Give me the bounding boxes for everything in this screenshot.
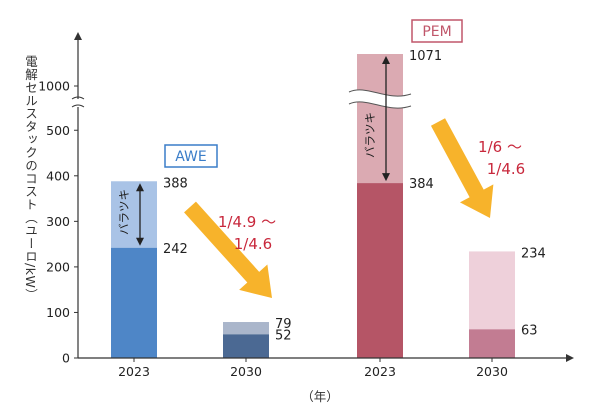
bar-range-awe-2023 [111, 181, 157, 248]
axis-break-gap [72, 99, 84, 107]
axis-break-mark [71, 96, 85, 100]
variation-label: バラツキ [117, 189, 131, 235]
x-axis-unit-label: （年） [301, 389, 339, 404]
bar-range-pem-2030 [469, 251, 515, 330]
reduction-text-line1: 1/6 ～ [478, 138, 522, 156]
bar-range-pem-2023 [357, 54, 403, 184]
y-tick-label: 100 [46, 305, 70, 320]
data-label-high: 79 [275, 317, 292, 332]
x-tick-label: 2023 [118, 364, 150, 379]
group-label-box [411, 19, 463, 43]
group-label-awe: AWE [175, 149, 207, 165]
data-label-low: 52 [275, 328, 292, 343]
x-tick-label: 2030 [476, 364, 508, 379]
y-tick-label: 200 [46, 259, 70, 274]
y-tick-label: 400 [46, 168, 70, 183]
reduction-arrow [184, 201, 272, 298]
group-label-pem: PEM [422, 24, 451, 40]
x-tick-label: 2023 [364, 364, 396, 379]
data-label-low: 384 [409, 177, 434, 192]
y-axis-label: 電解セルスタックのコスト（ユーロ/kW） [23, 55, 38, 302]
bar-base-awe-2030 [223, 334, 269, 358]
y-tick-label: 500 [46, 123, 70, 138]
bar-range-awe-2030 [223, 322, 269, 335]
reduction-text-line2: 1/4.6 [234, 235, 272, 253]
axis-break-mark [71, 104, 85, 108]
data-label-high: 234 [521, 246, 546, 261]
bar-base-pem-2023 [357, 183, 403, 358]
y-tick-label: 1000 [38, 79, 70, 94]
reduction-text-line1: 1/4.9 ～ [218, 213, 276, 231]
variation-arrowhead [136, 237, 144, 246]
data-label-low: 63 [521, 323, 538, 338]
x-tick-label: 2030 [230, 364, 262, 379]
variation-arrowhead [382, 173, 390, 182]
bar-base-awe-2023 [111, 247, 157, 358]
y-tick-label: 0 [62, 351, 70, 366]
data-label-high: 388 [163, 176, 188, 191]
bar-base-pem-2030 [469, 329, 515, 358]
variation-arrowhead [382, 56, 390, 64]
data-label-high: 1071 [409, 49, 442, 64]
y-tick-label: 300 [46, 214, 70, 229]
reduction-arrow [430, 118, 494, 218]
bar-break-gap [349, 89, 411, 109]
data-label-low: 242 [163, 242, 188, 257]
variation-arrowhead [136, 183, 144, 192]
bar-break-line [348, 89, 412, 97]
bar-break-line [348, 101, 412, 109]
variation-label: バラツキ [363, 112, 377, 158]
reduction-text-line2: 1/4.6 [487, 160, 525, 178]
group-label-box [164, 144, 218, 168]
